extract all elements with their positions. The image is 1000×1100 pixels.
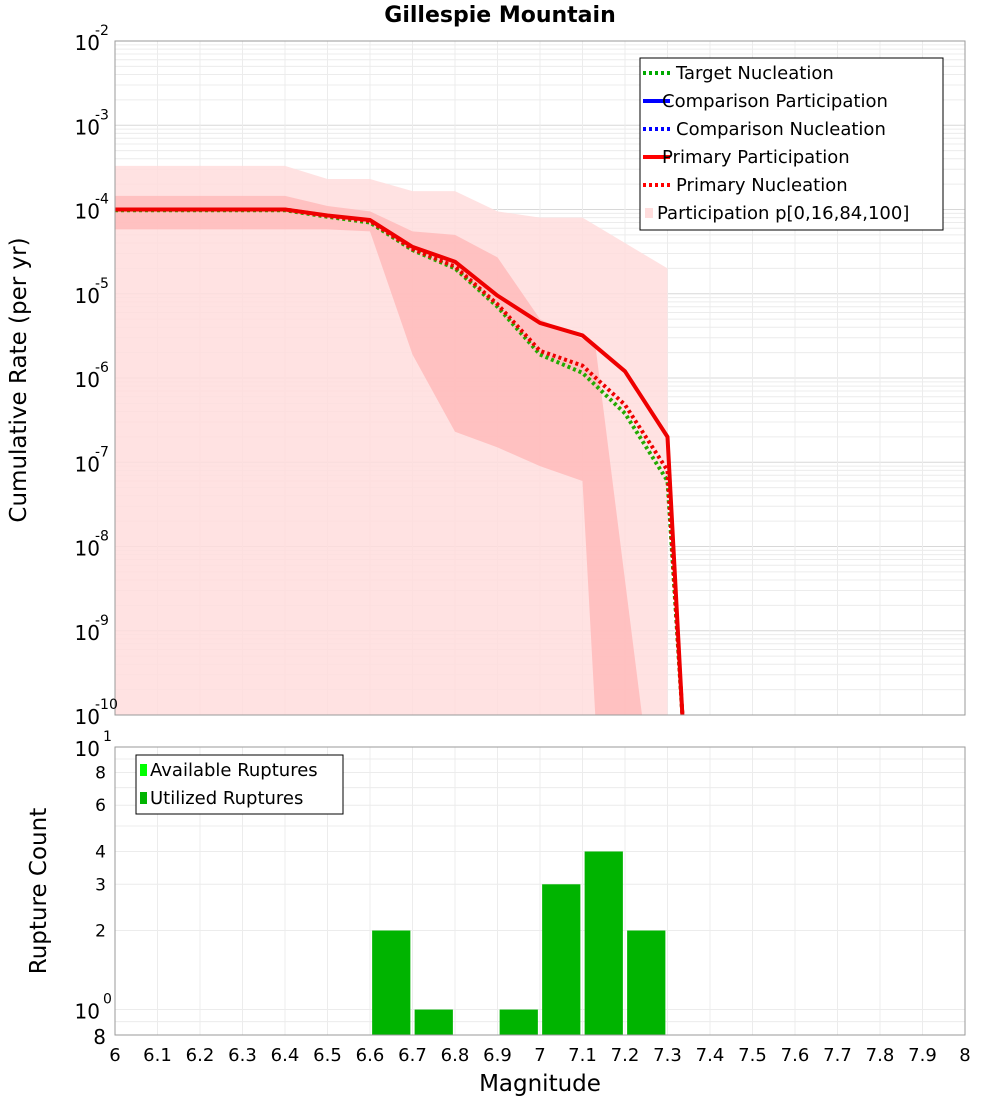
- rupture-bar: [372, 930, 411, 1035]
- chart-title: Gillespie Mountain: [384, 3, 615, 28]
- legend-label: Comparison Nucleation: [676, 119, 886, 140]
- y-tick-base: 10: [75, 705, 100, 729]
- y-tick-label: 3: [95, 875, 106, 895]
- rupture-bar: [542, 884, 581, 1035]
- y-tick-base: 10: [75, 368, 100, 392]
- x-tick-label: 6.3: [228, 1045, 257, 1066]
- x-tick-label: 7.4: [696, 1045, 725, 1066]
- legend-item: Utilized Ruptures: [140, 788, 303, 809]
- y-tick-exponent: -7: [95, 444, 109, 460]
- band-p16-p84: [115, 195, 642, 715]
- y-tick-base: 10: [75, 621, 100, 645]
- y-tick-base: 10: [75, 1000, 100, 1024]
- top-plot-content: [115, 41, 965, 715]
- y-tick-exponent: -8: [95, 529, 109, 545]
- x-tick-label: 6.2: [186, 1045, 215, 1066]
- legend-box: [639, 57, 944, 231]
- y-decade-label: 10 0: [75, 992, 112, 1024]
- rupture-bar: [499, 1009, 538, 1035]
- x-tick-label: 6: [109, 1045, 120, 1066]
- y-tick-exponent: -5: [95, 276, 109, 292]
- x-tick-label: 6.1: [143, 1045, 172, 1066]
- y-tick-label: 10-9: [75, 613, 109, 645]
- legend-item: Available Ruptures: [140, 760, 318, 781]
- y-tick-label: 2: [95, 922, 106, 942]
- y-tick-exponent: -6: [95, 360, 109, 376]
- y-tick-base: 10: [75, 31, 100, 55]
- y-tick-base: 10: [75, 452, 100, 476]
- legend-swatch: [140, 764, 147, 776]
- series-line-primary-participation: [115, 207, 685, 715]
- x-tick-label: 6.7: [398, 1045, 427, 1066]
- x-tick-label: 7.8: [866, 1045, 895, 1066]
- legend-label: Target Nucleation: [675, 63, 834, 84]
- y-tick-label: 8: [93, 1025, 106, 1049]
- y-decade-label: 10 1: [75, 729, 112, 761]
- rupture-bar: [627, 930, 666, 1035]
- y-tick-exponent: 0: [103, 992, 112, 1008]
- legend-item: Primary Participation: [643, 147, 850, 168]
- legend-item: Primary Nucleation: [643, 175, 848, 196]
- y-tick-label: 10-8: [75, 529, 109, 561]
- x-tick-label: 6.5: [313, 1045, 342, 1066]
- y-tick-base: 10: [75, 115, 100, 139]
- legend-label: Comparison Participation: [662, 91, 888, 112]
- y-axis-label: Cumulative Rate (per yr): [6, 237, 32, 522]
- band-p0-p100: [115, 165, 668, 715]
- y-tick-exponent: -9: [95, 613, 109, 629]
- legend-swatch: [140, 792, 147, 804]
- y-tick-base: 10: [75, 737, 100, 761]
- x-tick-label: 7.3: [653, 1045, 682, 1066]
- y-tick-exponent: -10: [95, 697, 118, 713]
- y-tick-exponent: -2: [95, 23, 109, 39]
- x-axis-label: Magnitude: [479, 1071, 601, 1097]
- y-tick-base: 10: [75, 537, 100, 561]
- rupture-bar: [414, 1009, 453, 1035]
- y-tick-label: 10-7: [75, 444, 109, 476]
- y-tick-label: 10-6: [75, 360, 110, 392]
- y-tick-label: 6: [95, 796, 106, 816]
- x-tick-label: 7.7: [823, 1045, 852, 1066]
- y-tick-label: 10-3: [75, 107, 109, 139]
- y-tick-label: 10-4: [75, 192, 110, 224]
- x-tick-label: 7.6: [781, 1045, 810, 1066]
- x-tick-label: 6.6: [356, 1045, 385, 1066]
- bottom-plot-frame: [114, 746, 966, 1036]
- legend-label: Available Ruptures: [150, 760, 318, 781]
- x-tick-label: 8: [959, 1045, 970, 1066]
- x-tick-label: 7: [534, 1045, 545, 1066]
- x-tick-label: 6.8: [441, 1045, 470, 1066]
- y-tick-label: 4: [95, 842, 106, 862]
- y-tick-label: 10-5: [75, 276, 109, 308]
- y-tick-label: 8: [95, 763, 106, 783]
- y-tick-label: 10-10: [75, 697, 118, 729]
- legend-label: Primary Nucleation: [676, 175, 848, 196]
- x-tick-label: 6.9: [483, 1045, 512, 1066]
- top-plot-frame: [114, 40, 966, 716]
- rupture-bar: [584, 851, 623, 1035]
- x-tick-label: 7.9: [908, 1045, 937, 1066]
- legend-item: Comparison Participation: [643, 91, 888, 112]
- y-tick-exponent: -3: [95, 107, 109, 123]
- legend-item: Target Nucleation: [643, 63, 834, 84]
- x-tick-label: 7.1: [568, 1045, 597, 1066]
- legend-item: Comparison Nucleation: [643, 119, 886, 140]
- y-axis-label: Rupture Count: [26, 808, 52, 974]
- y-tick-exponent: -4: [95, 192, 109, 208]
- legend-label: Utilized Ruptures: [150, 788, 303, 809]
- legend-label: Primary Participation: [662, 147, 850, 168]
- legend-label: Participation p[0,16,84,100]: [657, 203, 909, 224]
- y-tick-label: 10-2: [75, 23, 109, 55]
- y-tick-base: 10: [75, 284, 100, 308]
- y-tick-exponent: 1: [103, 729, 112, 745]
- y-tick-base: 10: [75, 200, 100, 224]
- x-tick-label: 7.5: [738, 1045, 767, 1066]
- x-tick-label: 7.2: [611, 1045, 640, 1066]
- legend-swatch: [645, 208, 653, 218]
- legend-item: Participation p[0,16,84,100]: [645, 203, 909, 224]
- legend-box: [135, 754, 344, 815]
- x-tick-label: 6.4: [271, 1045, 300, 1066]
